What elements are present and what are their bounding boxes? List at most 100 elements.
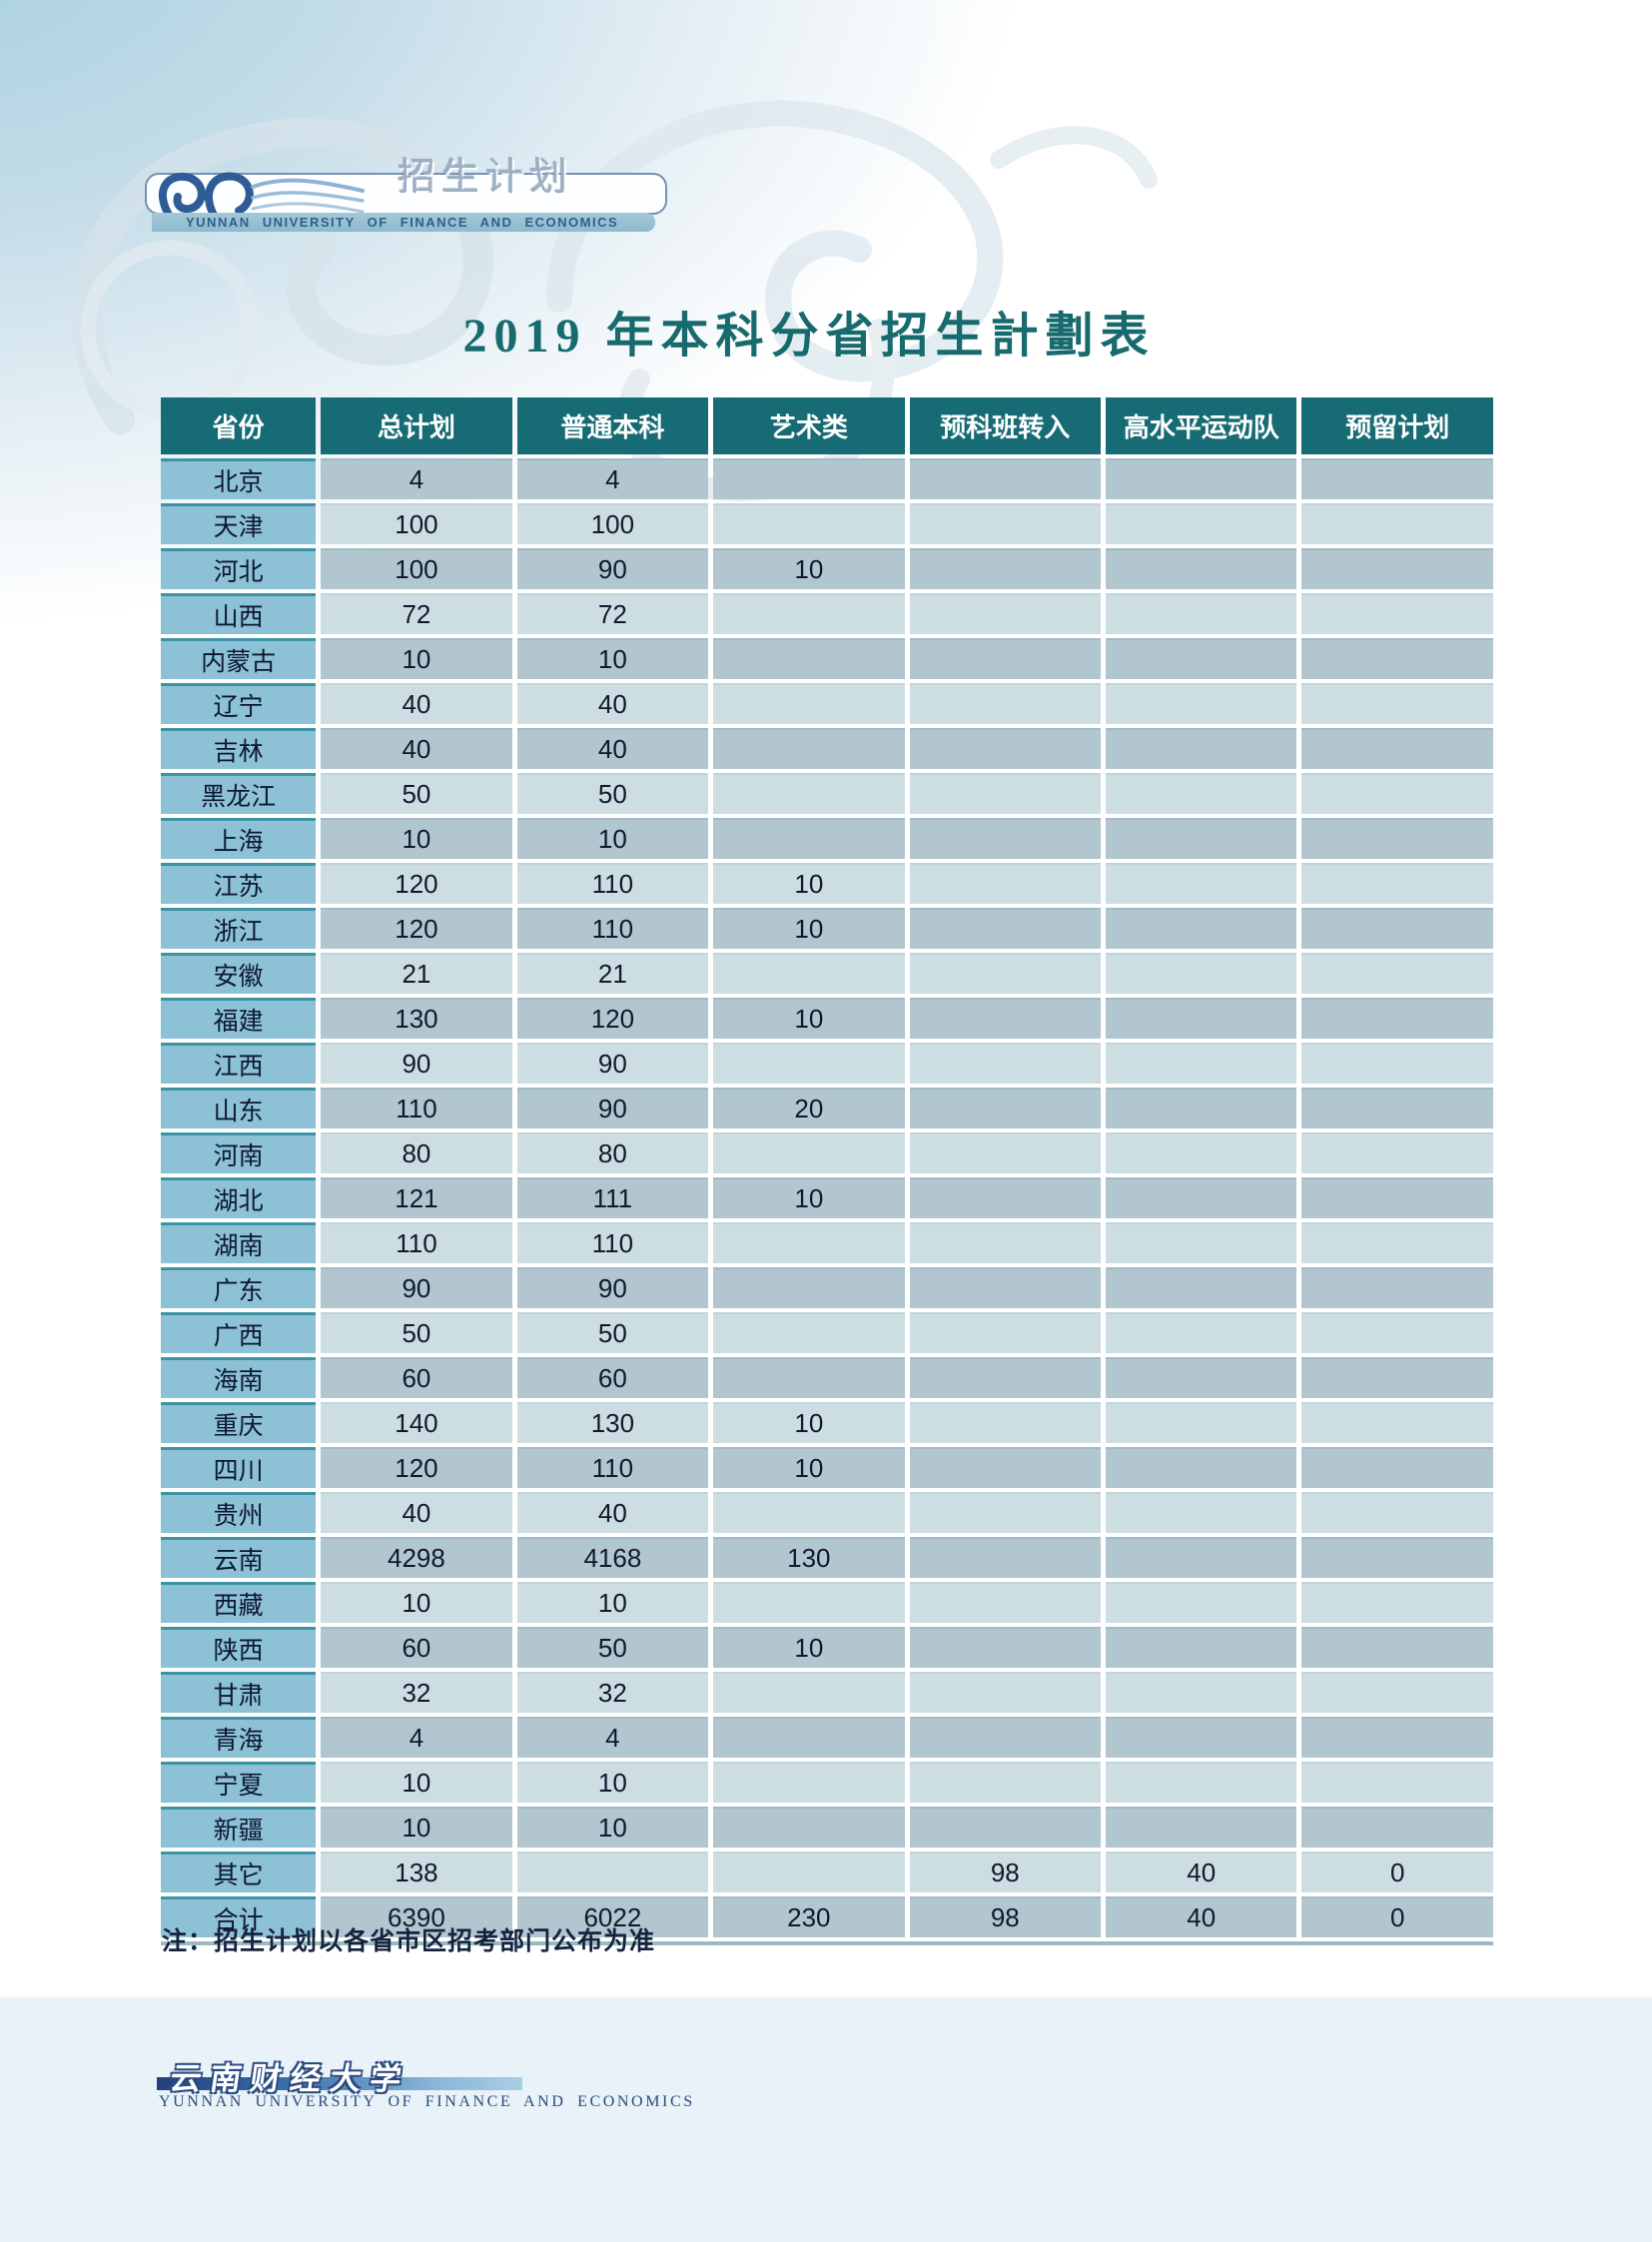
value-cell: 50 [516, 1312, 709, 1353]
value-cell [909, 503, 1102, 544]
table-row: 河北 100 90 10 [161, 548, 1493, 589]
value-cell [713, 1717, 905, 1758]
table-header-cell: 预科班转入 [909, 397, 1102, 454]
value-cell [1301, 1672, 1493, 1713]
table-header-cell: 高水平运动队 [1106, 397, 1297, 454]
value-cell: 10 [516, 1807, 709, 1848]
value-cell [1106, 1582, 1297, 1623]
value-cell [1301, 1043, 1493, 1084]
table-row: 合计 6390 6022 230 98 40 0 [161, 1896, 1493, 1937]
table-row: 湖北 121 111 10 [161, 1177, 1493, 1218]
value-cell: 10 [713, 1447, 905, 1488]
value-cell [1106, 998, 1297, 1039]
value-cell [1106, 1357, 1297, 1398]
value-cell: 121 [321, 1177, 512, 1218]
value-cell [1301, 1447, 1493, 1488]
value-cell: 10 [713, 863, 905, 904]
value-cell: 110 [516, 863, 709, 904]
value-cell [909, 1132, 1102, 1173]
value-cell [909, 998, 1102, 1039]
province-cell: 江苏 [161, 863, 317, 904]
value-cell [1301, 638, 1493, 679]
value-cell: 40 [1106, 1852, 1297, 1892]
table-row: 广西 50 50 [161, 1312, 1493, 1353]
value-cell: 10 [321, 1807, 512, 1848]
value-cell [1106, 953, 1297, 994]
value-cell: 40 [321, 1492, 512, 1533]
value-cell [1106, 1447, 1297, 1488]
value-cell: 20 [713, 1088, 905, 1128]
value-cell: 4 [516, 458, 709, 499]
table-body: 北京 4 4 天津 100 100 河北 100 90 10 山西 72 72 内蒙古 10 10 辽宁 40 40… [161, 458, 1493, 1937]
value-cell [1106, 503, 1297, 544]
value-cell: 230 [713, 1896, 905, 1937]
bottom-background [0, 1997, 1652, 2242]
table-wrap: 省份 总计划 普通本科 艺术类 预科班转入 高水平运动队 预留计划 北京 4 4 天津 100 100… [156, 393, 1498, 1945]
value-cell: 4 [321, 1717, 512, 1758]
value-cell [1301, 1627, 1493, 1668]
value-cell [909, 1807, 1102, 1848]
page-title: 2019 年本科分省招生計劃表 [462, 310, 1156, 363]
table-header-cell: 省份 [161, 397, 317, 454]
value-cell [516, 1852, 709, 1892]
value-cell [1301, 908, 1493, 949]
table-row: 甘肃 32 32 [161, 1672, 1493, 1713]
value-cell [1301, 1177, 1493, 1218]
value-cell [909, 728, 1102, 769]
value-cell [1301, 1582, 1493, 1623]
table-row: 浙江 120 110 10 [161, 908, 1493, 949]
value-cell [1106, 1717, 1297, 1758]
value-cell: 10 [713, 1402, 905, 1443]
table-row: 重庆 140 130 10 [161, 1402, 1493, 1443]
province-cell: 浙江 [161, 908, 317, 949]
table-bottom-rule [161, 1941, 1493, 1945]
value-cell [713, 683, 905, 724]
value-cell [1106, 1312, 1297, 1353]
value-cell: 40 [321, 728, 512, 769]
province-cell: 安徽 [161, 953, 317, 994]
value-cell [1106, 1222, 1297, 1263]
value-cell [1106, 1672, 1297, 1713]
value-cell: 60 [321, 1627, 512, 1668]
value-cell [1106, 683, 1297, 724]
value-cell: 140 [321, 1402, 512, 1443]
footer-en-name: YUNNAN UNIVERSITY OF FINANCE AND ECONOMI… [159, 2093, 695, 2110]
value-cell [909, 863, 1102, 904]
value-cell [713, 1043, 905, 1084]
province-cell: 贵州 [161, 1492, 317, 1533]
value-cell [713, 1582, 905, 1623]
value-cell [1106, 728, 1297, 769]
province-cell: 北京 [161, 458, 317, 499]
value-cell: 120 [516, 998, 709, 1039]
value-cell: 120 [321, 863, 512, 904]
value-cell [1106, 1537, 1297, 1578]
value-cell: 4 [321, 458, 512, 499]
value-cell: 40 [516, 1492, 709, 1533]
value-cell [1106, 1132, 1297, 1173]
value-cell [713, 1222, 905, 1263]
value-cell [1301, 503, 1493, 544]
value-cell: 6022 [516, 1896, 709, 1937]
value-cell [909, 593, 1102, 634]
province-cell: 山东 [161, 1088, 317, 1128]
table-row: 上海 10 10 [161, 818, 1493, 859]
value-cell [1301, 1312, 1493, 1353]
value-cell [1301, 953, 1493, 994]
value-cell [713, 728, 905, 769]
table-header-cell: 预留计划 [1301, 397, 1493, 454]
value-cell: 110 [321, 1088, 512, 1128]
value-cell [909, 818, 1102, 859]
value-cell [1301, 683, 1493, 724]
table-row: 黑龙江 50 50 [161, 773, 1493, 814]
province-cell: 湖北 [161, 1177, 317, 1218]
value-cell: 32 [321, 1672, 512, 1713]
value-cell [713, 1267, 905, 1308]
footer-bar [157, 2077, 522, 2090]
table-row: 河南 80 80 [161, 1132, 1493, 1173]
value-cell [1301, 998, 1493, 1039]
value-cell: 50 [321, 1312, 512, 1353]
province-cell: 湖南 [161, 1222, 317, 1263]
value-cell: 110 [516, 1447, 709, 1488]
value-cell [1301, 1537, 1493, 1578]
table-head: 省份 总计划 普通本科 艺术类 预科班转入 高水平运动队 预留计划 [161, 397, 1493, 454]
